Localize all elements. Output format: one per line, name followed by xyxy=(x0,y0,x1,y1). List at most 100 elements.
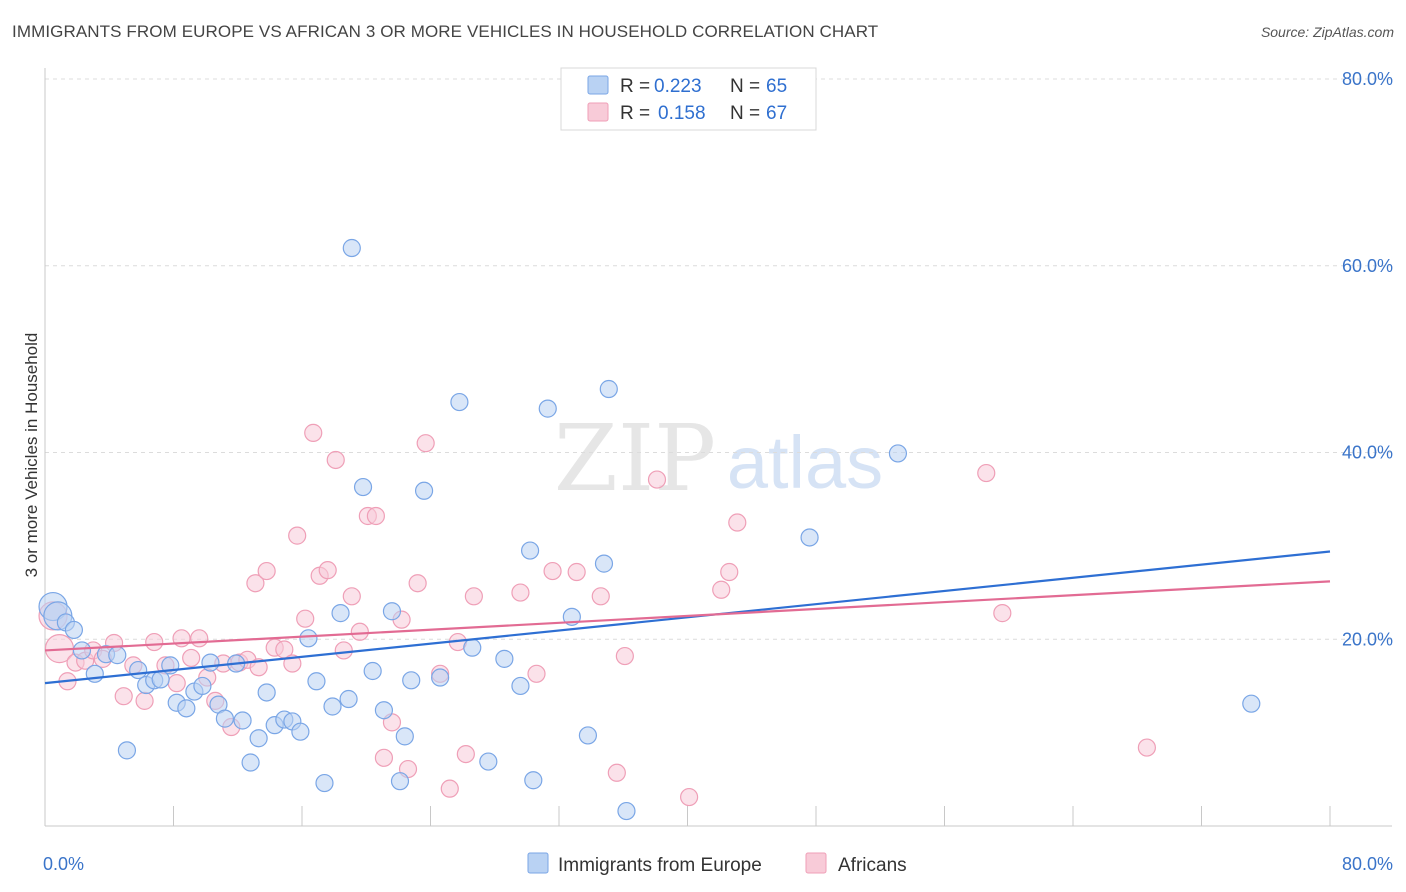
chart-source: Source: ZipAtlas.com xyxy=(1260,24,1394,40)
africans-point xyxy=(543,561,562,581)
europe-point xyxy=(888,444,908,463)
y-tick-label: 20.0% xyxy=(1342,629,1393,649)
legend-swatch-europe xyxy=(587,75,609,95)
legend-r-label-europe: R = xyxy=(620,76,650,97)
europe-point xyxy=(117,741,137,760)
y-tick-label: 40.0% xyxy=(1342,443,1393,463)
africans-point xyxy=(440,779,459,798)
europe-point xyxy=(315,773,334,793)
europe-point xyxy=(215,709,234,728)
africans-point xyxy=(342,587,361,606)
legend-n-label-europe: N = xyxy=(730,76,760,97)
europe-point xyxy=(193,676,212,696)
legend-swatch-africans xyxy=(587,102,609,122)
watermark-atlas: atlas xyxy=(727,421,883,504)
europe-point xyxy=(382,602,402,621)
africans-point xyxy=(296,609,315,628)
africans-point xyxy=(728,513,747,532)
africans-point xyxy=(288,526,307,545)
africans-point xyxy=(334,641,353,660)
africans-point xyxy=(350,622,369,641)
africans-point xyxy=(249,658,268,677)
legend-r-label-africans: R = xyxy=(620,103,650,124)
europe-point xyxy=(431,668,450,687)
y-tick-label: 60.0% xyxy=(1342,256,1393,276)
africans-point xyxy=(720,562,739,582)
x-tick-label-min: 0.0% xyxy=(43,854,84,874)
europe-point xyxy=(390,772,410,791)
europe-point xyxy=(257,683,276,702)
chart-title: IMMIGRANTS FROM EUROPE VS AFRICAN 3 OR M… xyxy=(12,22,879,41)
europe-point xyxy=(353,477,373,497)
legend-n-value-europe: 65 xyxy=(766,76,787,97)
africans-point xyxy=(511,583,530,602)
europe-point xyxy=(331,604,350,623)
europe-point xyxy=(594,554,614,573)
africans-point xyxy=(977,463,996,483)
legend-n-label-africans: N = xyxy=(730,103,760,124)
europe-point xyxy=(201,653,220,672)
europe-point xyxy=(342,238,361,258)
africans-trend-line xyxy=(44,580,1331,652)
europe-point xyxy=(249,729,268,748)
africans-point xyxy=(366,506,385,526)
europe-point xyxy=(291,722,310,741)
x-ticks xyxy=(44,806,1331,826)
africans-point xyxy=(567,562,586,582)
bottom-legend-label-africans: Africans xyxy=(838,855,907,876)
europe-point xyxy=(323,697,342,716)
africans-point xyxy=(527,664,546,683)
europe-point xyxy=(511,676,530,696)
europe-point xyxy=(374,701,394,720)
africans-point xyxy=(647,470,667,489)
africans-point xyxy=(408,574,427,593)
africans-point xyxy=(456,745,475,764)
y-axis-label: 3 or more Vehicles in Household xyxy=(22,333,41,578)
africans-point xyxy=(246,574,265,593)
legend-r-value-europe: 0.223 xyxy=(654,76,702,97)
europe-point xyxy=(108,646,127,665)
africans-point xyxy=(464,587,483,606)
axes xyxy=(44,68,1392,827)
africans-point xyxy=(182,648,201,668)
grid xyxy=(45,78,1392,640)
europe-point xyxy=(72,641,92,660)
europe-point xyxy=(538,399,557,418)
legend-r-value-africans: 0.158 xyxy=(658,103,706,124)
europe-point xyxy=(599,379,618,399)
europe-trend-line xyxy=(44,550,1331,685)
africans-point xyxy=(374,748,394,767)
europe-point xyxy=(450,392,469,412)
africans-point xyxy=(145,632,164,652)
africans-point xyxy=(993,604,1012,623)
legend-n-value-africans: 67 xyxy=(766,103,787,124)
europe-point xyxy=(395,727,414,746)
europe-point xyxy=(414,481,434,500)
europe-point xyxy=(520,541,540,560)
africans-point xyxy=(114,687,133,706)
europe-point xyxy=(233,711,252,730)
africans-point xyxy=(167,674,186,693)
bottom-legend: Immigrants from Europe Africans xyxy=(527,852,907,876)
europe-point xyxy=(339,689,358,709)
europe-point xyxy=(299,629,318,648)
africans-point xyxy=(304,423,323,442)
europe-point xyxy=(402,671,421,690)
africans-point xyxy=(615,646,634,666)
europe-points xyxy=(38,238,1261,821)
africans-point xyxy=(416,434,435,453)
europe-point xyxy=(800,528,819,547)
y-tick-labels: 20.0% 40.0% 60.0% 80.0% xyxy=(1342,69,1393,649)
europe-point xyxy=(479,752,498,771)
africans-point xyxy=(680,787,699,807)
bottom-legend-swatch-europe xyxy=(527,852,549,874)
africans-point xyxy=(712,580,731,599)
europe-point xyxy=(241,753,260,772)
watermark-zip: ZIP xyxy=(554,405,716,512)
europe-point xyxy=(363,661,382,681)
africans-point xyxy=(607,763,626,782)
europe-point xyxy=(64,620,84,640)
africans-point xyxy=(1137,738,1156,757)
europe-point xyxy=(129,660,148,680)
